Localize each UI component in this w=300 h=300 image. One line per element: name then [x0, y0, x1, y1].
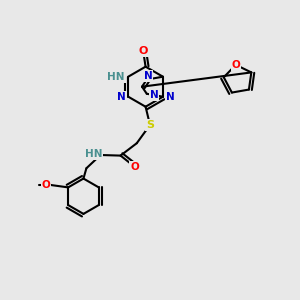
Text: O: O	[42, 180, 50, 190]
Text: O: O	[130, 162, 139, 172]
Text: O: O	[139, 46, 148, 56]
Text: O: O	[231, 60, 240, 70]
Text: S: S	[146, 120, 154, 130]
Text: HN: HN	[107, 72, 125, 82]
Text: N: N	[117, 92, 126, 102]
Text: HN: HN	[85, 149, 102, 159]
Text: N: N	[166, 92, 175, 102]
Text: N: N	[144, 71, 153, 81]
Text: N: N	[150, 90, 158, 100]
